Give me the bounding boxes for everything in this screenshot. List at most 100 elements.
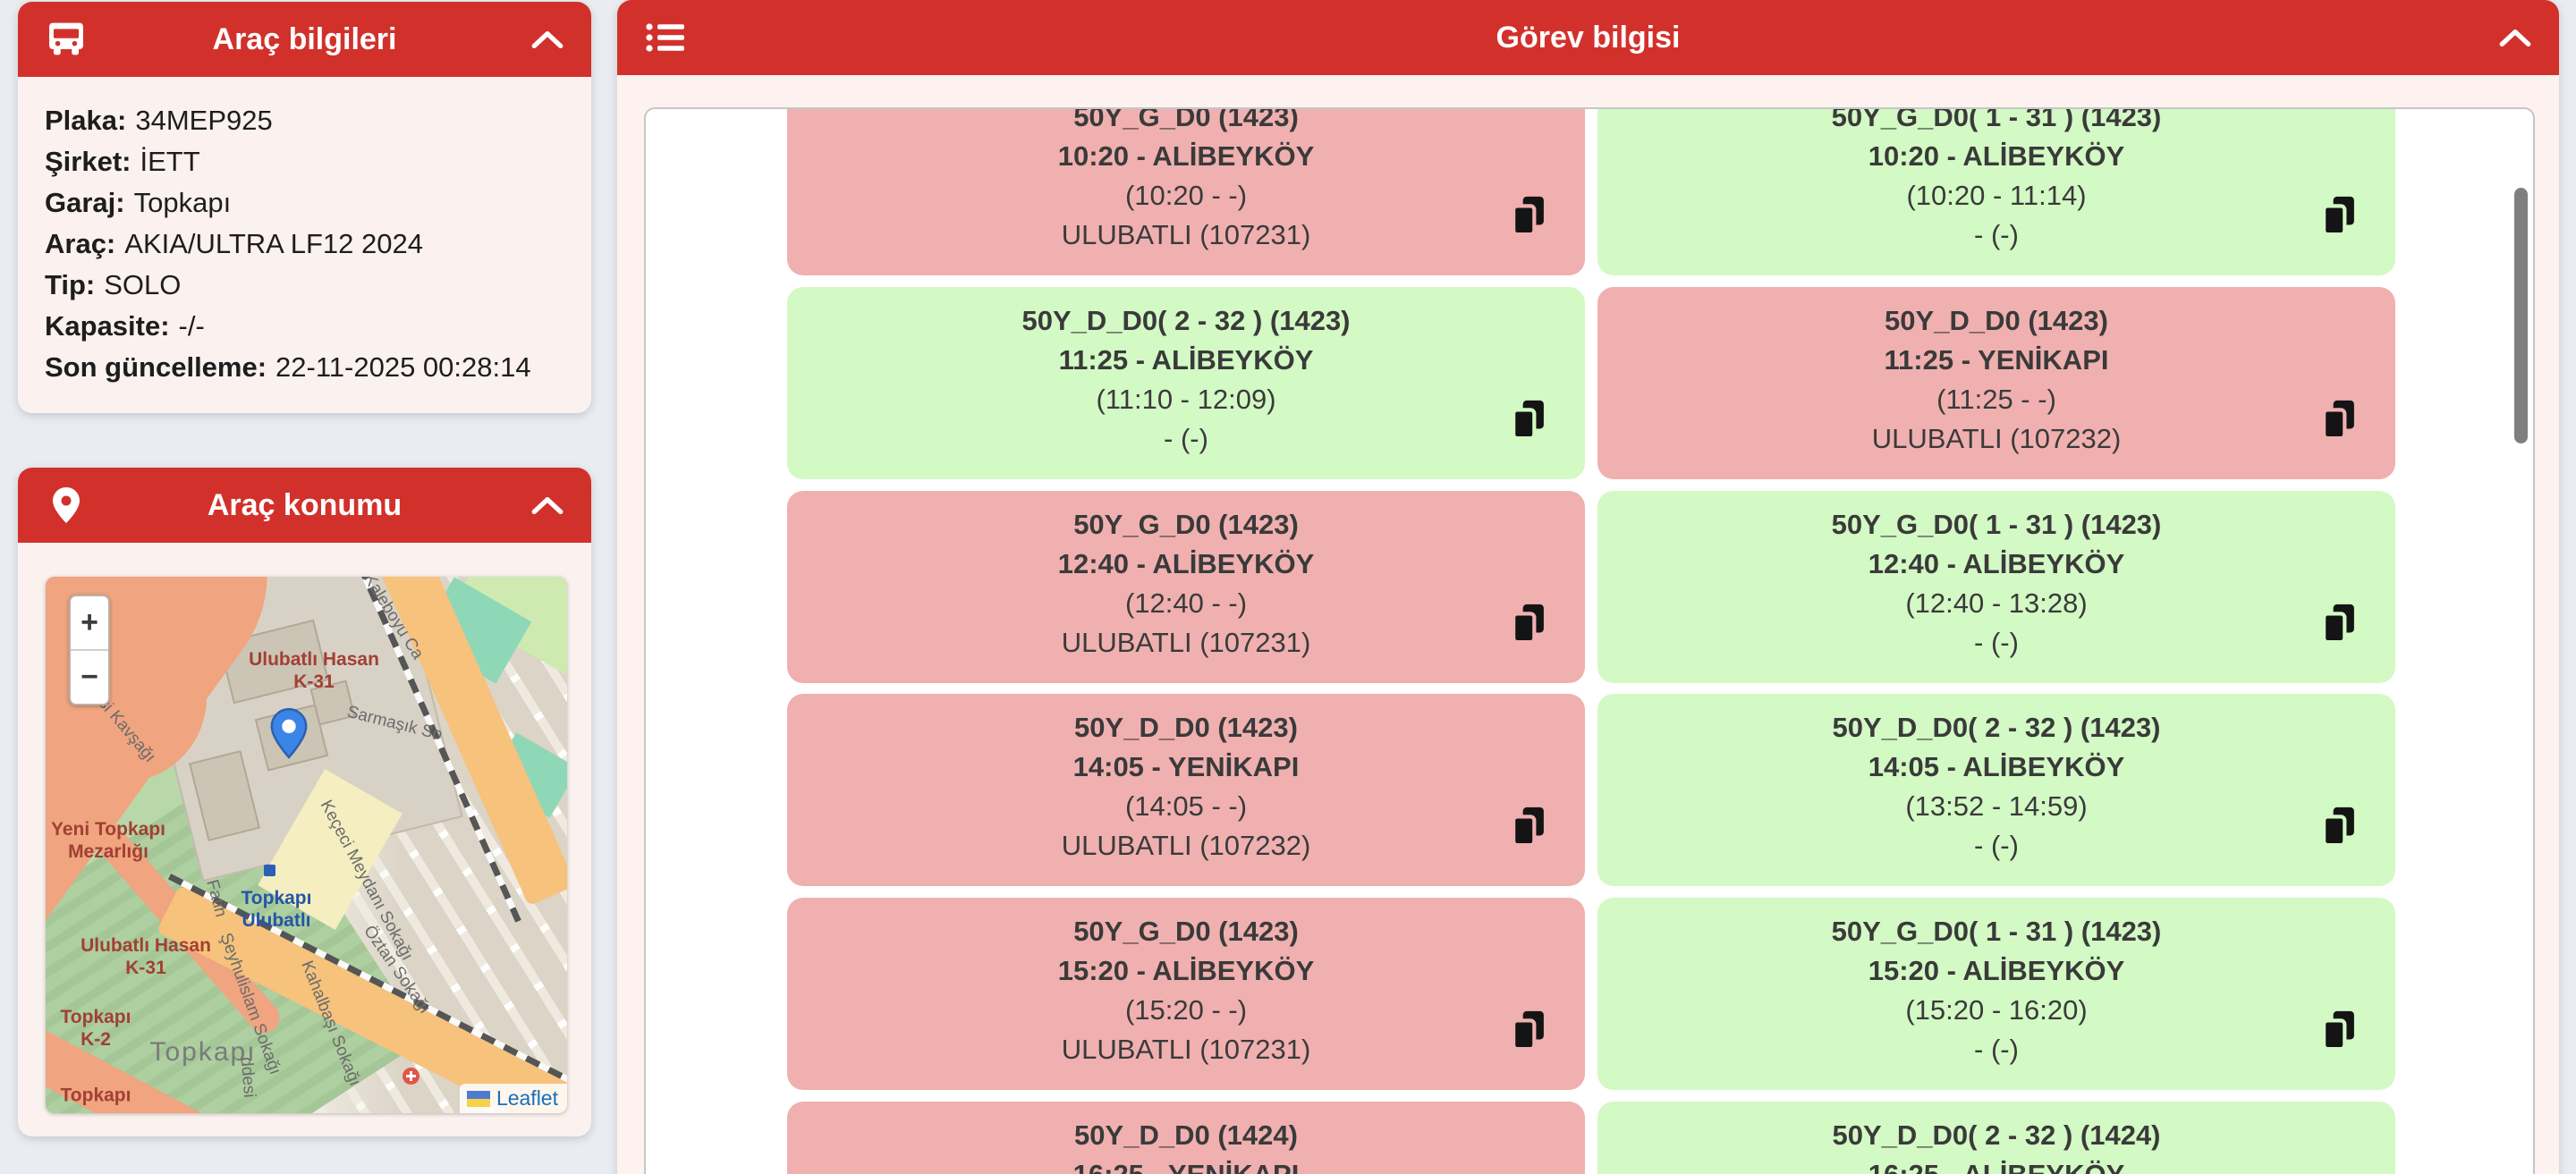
trip-card: 50Y_D_D0 (1423) 11:25 - YENİKAPI (11:25 … (1597, 287, 2395, 479)
field-value: 22-11-2025 00:28:14 (275, 351, 531, 383)
vehicle-info-title: Araç bilgileri (212, 21, 397, 56)
vehicle-marker-icon[interactable] (268, 706, 309, 760)
trip-route: 50Y_G_D0( 1 - 31 ) (1423) (1831, 916, 2162, 947)
vehicle-location-header: Araç konumu (18, 468, 591, 543)
trip-stop: ULUBATLI (107232) (1061, 830, 1311, 861)
vehicle-location-panel: Araç konumu (18, 468, 591, 1136)
field-label: Araç: (45, 228, 116, 259)
task-info-panel: Görev bilgisi 50Y_G_D0 (1423) 10:20 - AL… (617, 0, 2559, 1174)
field-label: Tip: (45, 269, 96, 300)
field-value: -/- (178, 310, 205, 342)
trip-card: 50Y_D_D0 (1424) 16:25 - YENİKAPI (787, 1102, 1585, 1174)
trip-route: 50Y_G_D0 (1423) (1073, 916, 1299, 947)
trip-stop: - (-) (1974, 1034, 2019, 1065)
trip-route: 50Y_D_D0 (1424) (1074, 1119, 1298, 1151)
trip-route: 50Y_D_D0 (1423) (1885, 305, 2108, 336)
trip-times: (10:20 - 11:14) (1906, 180, 2087, 211)
task-info-title: Görev bilgisi (1496, 20, 1681, 55)
vehicle-info-header: Araç bilgileri (18, 2, 591, 77)
scrollbar-thumb[interactable] (2514, 188, 2528, 443)
collapse-chevron-icon[interactable] (2498, 26, 2532, 49)
trip-departure: 10:20 - ALİBEYKÖY (1057, 140, 1315, 172)
copy-icon[interactable] (2322, 196, 2356, 237)
vehicle-field-garage: Garaj: Topkapı (45, 182, 573, 224)
bus-icon (45, 18, 88, 61)
trip-list-container[interactable]: 50Y_G_D0 (1423) 10:20 - ALİBEYKÖY (10:20… (644, 107, 2535, 1174)
leaflet-link[interactable]: Leaflet (496, 1086, 558, 1110)
trip-departure: 11:25 - YENİKAPI (1884, 344, 2109, 376)
trip-departure: 11:25 - ALİBEYKÖY (1058, 344, 1314, 376)
field-value: Topkapı (133, 187, 232, 218)
trip-departure: 12:40 - ALİBEYKÖY (1868, 548, 2125, 579)
trip-departure: 14:05 - YENİKAPI (1072, 751, 1300, 782)
trip-card: 50Y_G_D0 (1423) 10:20 - ALİBEYKÖY (10:20… (787, 109, 1585, 275)
field-value: AKIA/ULTRA LF12 2024 (124, 228, 423, 259)
trip-departure: 16:25 - ALİBEYKÖY (1597, 1155, 2395, 1174)
trip-route: 50Y_G_D0 (1423) (1073, 509, 1299, 540)
trip-stop: ULUBATLI (107231) (1061, 219, 1311, 250)
trip-card: 50Y_G_D0( 1 - 31 ) (1423) 10:20 - ALİBEY… (1597, 107, 2395, 275)
trip-card: 50Y_D_D0( 2 - 32 ) (1424) 16:25 - ALİBEY… (1597, 1102, 2395, 1174)
trip-times: (11:10 - 12:09) (1096, 384, 1276, 415)
copy-icon[interactable] (2322, 400, 2356, 441)
trip-card: 50Y_G_D0 (1423) 12:40 - ALİBEYKÖY (12:40… (787, 491, 1585, 683)
trip-times: (12:40 - 13:28) (1905, 587, 2088, 619)
collapse-chevron-icon[interactable] (530, 28, 564, 51)
map-label-street: ddesi (236, 1056, 259, 1099)
trip-times: (15:20 - 16:20) (1905, 994, 2088, 1026)
zoom-in-button[interactable]: + (80, 605, 98, 639)
trip-stop: - (-) (1974, 627, 2019, 658)
trip-times: (14:05 - -) (1124, 790, 1248, 822)
trip-route: 50Y_G_D0( 1 - 31 ) (1423) (1831, 509, 2162, 540)
copy-icon[interactable] (2322, 807, 2356, 848)
collapse-chevron-icon[interactable] (530, 494, 564, 517)
vehicle-field-capacity: Kapasite: -/- (45, 306, 573, 347)
trip-times: (15:20 - -) (1124, 994, 1248, 1026)
trip-route: 50Y_D_D0( 2 - 32 ) (1423) (1832, 712, 2161, 743)
vehicle-field-updated: Son güncelleme: 22-11-2025 00:28:14 (45, 347, 573, 388)
map-label: Yeni Topkapı Mezarlığı (51, 818, 165, 862)
map-label-transit-stop: Topkapı Ulubatlı (241, 887, 312, 931)
vehicle-info-panel: Araç bilgileri Plaka: 34MEP925 Şirket: İET… (18, 2, 591, 413)
field-value: İETT (140, 146, 200, 177)
trip-card: 50Y_D_D0( 2 - 32 ) (1423) 11:25 - ALİBEY… (787, 287, 1585, 479)
copy-icon[interactable] (2322, 1010, 2356, 1052)
copy-icon[interactable] (1512, 196, 1546, 237)
copy-icon[interactable] (2322, 604, 2356, 645)
trip-card: 50Y_D_D0( 2 - 32 ) (1423) 14:05 - ALİBEY… (1597, 694, 2395, 886)
trip-times: (10:20 - -) (1124, 180, 1248, 211)
copy-icon[interactable] (1512, 1010, 1546, 1052)
trip-departure: 16:25 - YENİKAPI (787, 1155, 1585, 1174)
trip-route: 50Y_D_D0 (1423) (1074, 712, 1298, 743)
copy-icon[interactable] (1512, 604, 1546, 645)
trip-departure: 12:40 - ALİBEYKÖY (1057, 548, 1315, 579)
trip-times: (12:40 - -) (1124, 587, 1248, 619)
trip-stop: ULUBATLI (107231) (1061, 1034, 1311, 1065)
vehicle-field-company: Şirket: İETT (45, 141, 573, 182)
trip-stop: ULUBATLI (107232) (1871, 423, 2122, 454)
trip-stop: - (-) (1164, 423, 1208, 454)
copy-icon[interactable] (1512, 400, 1546, 441)
ukraine-flag-icon (466, 1090, 490, 1107)
trip-departure: 10:20 - ALİBEYKÖY (1868, 140, 2125, 172)
trip-route: 50Y_D_D0( 2 - 32 ) (1423) (1021, 305, 1351, 336)
list-icon (644, 16, 687, 59)
map-label: Ulubatlı Hasan K-31 (80, 934, 211, 978)
vehicle-field-type: Tip: SOLO (45, 265, 573, 306)
hospital-poi-icon (402, 1068, 419, 1085)
copy-icon[interactable] (1512, 807, 1546, 848)
field-value: 34MEP925 (135, 105, 273, 136)
trip-card: 50Y_D_D0 (1423) 14:05 - YENİKAPI (14:05 … (787, 694, 1585, 886)
trip-departure: 14:05 - ALİBEYKÖY (1868, 751, 2125, 782)
leaflet-map[interactable]: Ulubatlı Hasan K-31 Kaleboyu Ca Sarmaşık… (46, 577, 567, 1113)
trip-stop: - (-) (1974, 219, 2019, 250)
trip-route: 50Y_D_D0( 2 - 32 ) (1424) (1832, 1119, 2161, 1151)
trip-stop: ULUBATLI (107231) (1061, 627, 1311, 658)
zoom-out-button[interactable]: − (80, 660, 98, 694)
map-label-district: Topkapı (149, 1037, 257, 1067)
vehicle-field-model: Araç: AKIA/ULTRA LF12 2024 (45, 224, 573, 265)
trip-route: 50Y_G_D0( 1 - 31 ) (1423) (1831, 107, 2162, 132)
trip-times: (13:52 - 14:59) (1905, 790, 2088, 822)
vehicle-info-body: Plaka: 34MEP925 Şirket: İETT Garaj: Topkapı… (18, 77, 591, 413)
map-label: Ulubatlı Hasan K-31 (249, 648, 379, 692)
